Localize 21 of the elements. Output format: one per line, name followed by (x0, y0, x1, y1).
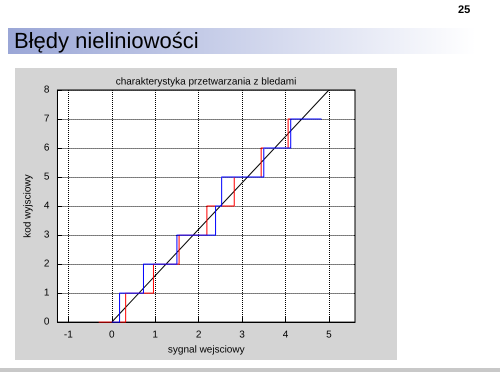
y-tick-label: 5 (44, 172, 50, 183)
x-tick-label: 2 (196, 330, 202, 341)
y-tick-label: 0 (44, 316, 50, 328)
chart-subtitle: charakterystyka przetwarzania z bledami (116, 76, 296, 88)
text: 25 (458, 4, 470, 16)
y-axis-title: kod wyjsciowy (22, 174, 34, 238)
chart-title: Błędy nieliniowości (14, 28, 199, 54)
x-tick-label: -1 (64, 330, 74, 341)
x-axis-title: sygnal wejsciowy (168, 344, 245, 356)
x-tick-label: 0 (108, 330, 115, 341)
y-tick-label: 2 (44, 258, 50, 270)
y-tick-label: 3 (44, 230, 50, 241)
x-tick-label: 3 (239, 330, 246, 341)
x-tick-label: 1 (152, 330, 158, 341)
x-tick-label: 4 (282, 330, 289, 341)
y-tick-label: 7 (44, 114, 50, 125)
y-tick-label: 1 (44, 288, 50, 299)
y-tick-label: 6 (44, 142, 50, 154)
y-tick-label: 8 (44, 84, 50, 96)
x-tick-label: 5 (326, 330, 332, 341)
y-tick-label: 4 (44, 200, 50, 212)
